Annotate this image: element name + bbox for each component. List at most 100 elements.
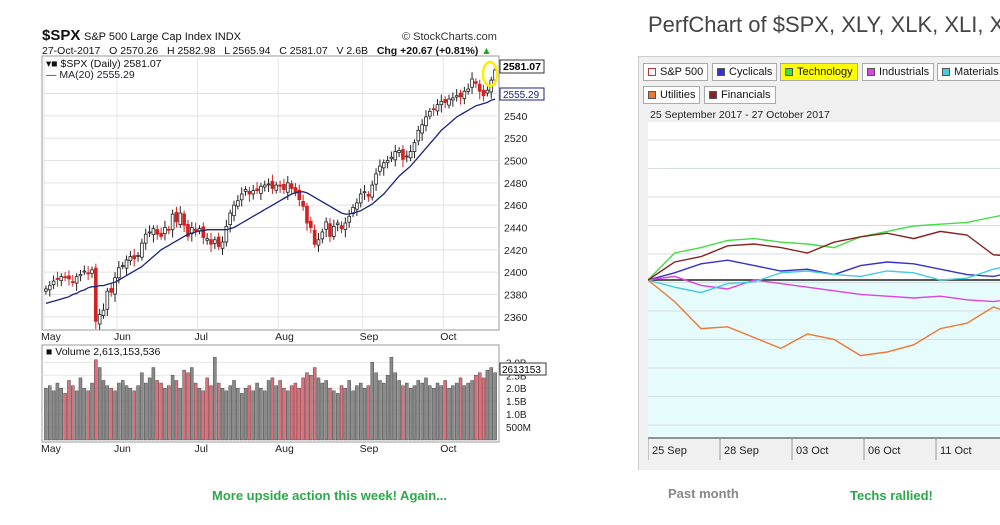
volume-bar <box>443 380 447 441</box>
volume-bar <box>239 393 244 441</box>
volume-bar <box>481 377 486 441</box>
volume-bar <box>335 393 340 441</box>
volume-bar <box>101 380 106 441</box>
candle-body <box>370 184 375 198</box>
volume-bar <box>167 385 171 441</box>
candle-body <box>170 213 175 231</box>
volume-bar <box>328 388 332 441</box>
volume-bar <box>209 385 213 441</box>
month-label: Jun <box>114 331 131 343</box>
volume-bar <box>170 375 175 441</box>
candle-body <box>305 205 309 224</box>
volume-bar <box>55 382 60 441</box>
candle-body <box>90 269 94 274</box>
price-tick-label: 2460 <box>504 200 528 212</box>
candle-body <box>166 228 171 231</box>
volume-bar <box>228 385 232 441</box>
volume-bar <box>470 380 474 441</box>
price-tick-label: 2540 <box>504 111 528 123</box>
candle-body <box>385 160 390 164</box>
candle-body <box>401 149 405 160</box>
candle-body <box>239 193 244 201</box>
volume-bar <box>493 372 497 441</box>
btn-technology[interactable]: Technology <box>780 63 858 81</box>
volume-bar <box>201 390 206 441</box>
volume-bar <box>278 380 282 441</box>
volume-bar <box>343 388 348 441</box>
volume-bar <box>190 367 194 441</box>
month-label-volume: May <box>41 443 62 455</box>
btn-financials[interactable]: Financials <box>704 86 776 104</box>
candle-body <box>78 273 83 277</box>
perf-series-line <box>648 279 1000 357</box>
candle-body <box>389 156 394 160</box>
candle-body <box>109 288 113 293</box>
candle-body <box>178 212 183 225</box>
candle-body <box>332 225 336 237</box>
month-label-volume: Jun <box>114 443 131 455</box>
candle-body <box>224 225 229 243</box>
volume-bar <box>71 385 75 441</box>
volume-bar <box>216 382 221 441</box>
candle-body <box>477 83 482 92</box>
ohlc-readout: 27-Oct-2017 O 2570.26 H 2582.98 L 2565.9… <box>42 45 492 57</box>
volume-bar <box>478 372 482 441</box>
candle-body <box>474 81 478 84</box>
candle-body <box>205 238 209 241</box>
volume-bar <box>362 388 367 441</box>
perfchart-date-range: 25 September 2017 - 27 October 2017 <box>650 109 830 121</box>
candle-body <box>213 239 217 244</box>
volume-bar <box>355 385 359 441</box>
perf-series-line <box>648 267 1000 294</box>
candle-body <box>435 104 440 112</box>
candle-body <box>309 220 313 228</box>
ma-value-label: 2555.29 <box>503 90 540 101</box>
volume-bar <box>451 385 455 441</box>
candle-body <box>243 189 248 192</box>
month-label-volume: Jul <box>195 443 208 455</box>
btn-industrials[interactable]: Industrials <box>862 63 935 81</box>
candle-body <box>128 256 133 262</box>
candle-body <box>282 183 286 190</box>
candle-body <box>324 221 328 230</box>
candle-body <box>82 270 87 273</box>
ma20-line <box>45 98 496 305</box>
candle-body <box>216 236 221 247</box>
caption-right: Techs rallied! <box>850 488 933 503</box>
candle-body <box>362 191 367 194</box>
candle-body <box>236 200 240 207</box>
volume-bar <box>51 390 56 441</box>
month-label-volume: Sep <box>360 443 379 455</box>
volume-bar <box>305 372 309 441</box>
volume-bar <box>424 377 428 441</box>
candle-body <box>312 229 317 245</box>
btn-sp500[interactable]: S&P 500 <box>643 63 709 81</box>
btn-cyclicals[interactable]: Cyclicals <box>712 63 778 81</box>
price-tick-label: 2500 <box>504 156 528 168</box>
volume-bar <box>439 385 444 441</box>
candle-body <box>105 290 110 310</box>
candle-body <box>285 182 290 193</box>
volume-bar <box>316 377 321 441</box>
volume-bar <box>243 388 248 441</box>
volume-bar <box>347 380 351 441</box>
candle-body <box>51 280 56 286</box>
btn-materials[interactable]: Materials <box>937 63 1000 81</box>
btn-utilities[interactable]: Utilities <box>643 86 701 104</box>
perf-x-label: 25 Sep <box>652 445 687 457</box>
volume-bar <box>97 367 102 441</box>
candle-body <box>209 239 213 245</box>
candle-body <box>136 255 140 257</box>
volume-value-label: 2613153 <box>502 365 541 376</box>
volume-bar <box>259 388 263 441</box>
perfchart-line-chart: 25 Sep 28 Sep 03 Oct 06 Oct 11 Oct <box>648 122 1000 460</box>
candle-body <box>262 184 267 188</box>
volume-bar <box>266 380 271 441</box>
candle-body <box>86 272 90 275</box>
perf-series-line <box>648 275 1000 303</box>
candle-body <box>232 204 236 217</box>
volume-bar <box>435 382 440 441</box>
volume-bar <box>136 385 140 441</box>
volume-bar <box>140 372 144 441</box>
volume-bar <box>44 388 48 441</box>
